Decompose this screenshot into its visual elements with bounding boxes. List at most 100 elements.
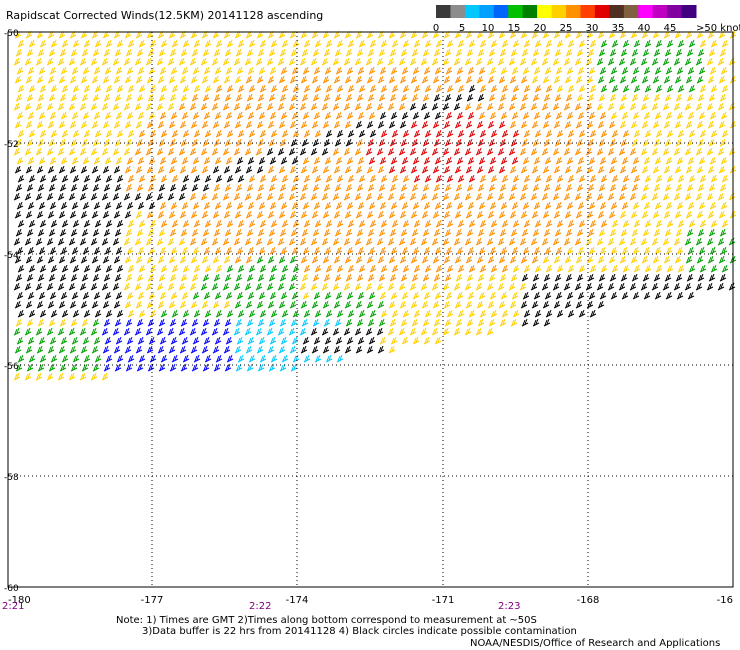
- wind-barb: [157, 210, 165, 219]
- wind-barb: [80, 165, 88, 174]
- wind-barb: [630, 120, 638, 129]
- wind-barb: [159, 201, 167, 210]
- latitude-label: -50: [4, 29, 19, 39]
- wind-barb: [674, 75, 682, 84]
- map-title: Rapidscat Corrected Winds(12.5KM) 201411…: [6, 9, 324, 22]
- wind-barb: [698, 246, 706, 255]
- wind-barb: [79, 192, 87, 201]
- wind-barb: [401, 111, 409, 120]
- wind-barb: [607, 57, 615, 66]
- wind-barb: [193, 354, 201, 363]
- wind-barb: [389, 48, 397, 57]
- wind-barb: [410, 165, 418, 174]
- time-label: 2:21: [2, 601, 24, 612]
- wind-barb: [68, 147, 76, 156]
- wind-barb: [663, 75, 671, 84]
- wind-barb: [25, 75, 33, 84]
- wind-barb: [259, 264, 267, 273]
- wind-barb: [50, 39, 58, 48]
- wind-barb: [643, 291, 651, 300]
- wind-barb: [552, 147, 560, 156]
- wind-barb: [277, 147, 285, 156]
- wind-barb: [543, 273, 551, 282]
- wind-barb: [14, 165, 22, 174]
- wind-barb: [677, 129, 685, 138]
- wind-barb: [435, 174, 443, 183]
- wind-barb: [247, 201, 255, 210]
- wind-barb: [454, 120, 462, 129]
- wind-barb: [522, 156, 530, 165]
- wind-barb: [728, 102, 736, 111]
- wind-barb: [179, 75, 187, 84]
- wind-barb: [112, 192, 120, 201]
- wind-barb: [376, 327, 384, 336]
- wind-barb: [244, 282, 252, 291]
- wind-barb: [453, 102, 461, 111]
- wind-barb: [566, 201, 574, 210]
- wind-barb: [277, 57, 285, 66]
- wind-barb: [332, 282, 340, 291]
- wind-barb: [332, 102, 340, 111]
- wind-barb: [468, 84, 476, 93]
- wind-barb: [620, 48, 628, 57]
- wind-barb: [477, 273, 485, 282]
- wind-barb: [267, 300, 275, 309]
- wind-barb: [600, 264, 608, 273]
- wind-barb: [92, 48, 100, 57]
- wind-barb: [46, 147, 54, 156]
- wind-barb: [245, 120, 253, 129]
- wind-barb: [211, 102, 219, 111]
- wind-barb: [278, 75, 286, 84]
- wind-barb: [453, 192, 461, 201]
- wind-barb: [444, 273, 452, 282]
- wind-barb: [25, 345, 33, 354]
- wind-barb: [717, 192, 725, 201]
- wind-barb: [203, 291, 211, 300]
- wind-barb: [193, 219, 201, 228]
- wind-barb: [101, 327, 109, 336]
- wind-barb: [365, 237, 373, 246]
- wind-barb: [48, 318, 56, 327]
- wind-barb: [721, 219, 729, 228]
- wind-barb: [61, 219, 69, 228]
- wind-barb: [57, 147, 65, 156]
- wind-barb: [695, 147, 703, 156]
- wind-barb: [290, 318, 298, 327]
- wind-barb: [278, 300, 286, 309]
- wind-barb: [431, 102, 439, 111]
- wind-barb: [442, 147, 450, 156]
- wind-barb: [215, 174, 223, 183]
- wind-barb: [14, 210, 22, 219]
- wind-barb: [248, 219, 256, 228]
- wind-barb: [399, 210, 407, 219]
- wind-barb: [432, 210, 440, 219]
- wind-barb: [586, 255, 594, 264]
- wind-barb: [158, 183, 166, 192]
- wind-barb: [146, 300, 154, 309]
- wind-barb: [134, 282, 142, 291]
- wind-barb: [673, 237, 681, 246]
- wind-barb: [178, 147, 186, 156]
- wind-barb: [677, 39, 685, 48]
- wind-barb: [310, 57, 318, 66]
- wind-barb: [257, 228, 265, 237]
- wind-barb: [728, 192, 736, 201]
- wind-barb: [368, 246, 376, 255]
- wind-barb: [13, 102, 21, 111]
- wind-barb: [354, 192, 362, 201]
- wind-barb: [24, 237, 32, 246]
- wind-barb: [255, 237, 263, 246]
- wind-barb: [423, 156, 431, 165]
- wind-barb: [215, 219, 223, 228]
- wind-barb: [695, 192, 703, 201]
- wind-barb: [401, 201, 409, 210]
- wind-barb: [486, 237, 494, 246]
- wind-barb: [301, 93, 309, 102]
- wind-barb: [619, 165, 627, 174]
- wind-barb: [510, 228, 518, 237]
- wind-barb: [431, 57, 439, 66]
- wind-barb: [114, 48, 122, 57]
- wind-barb: [137, 246, 145, 255]
- wind-barb: [357, 336, 365, 345]
- wind-barb: [202, 93, 210, 102]
